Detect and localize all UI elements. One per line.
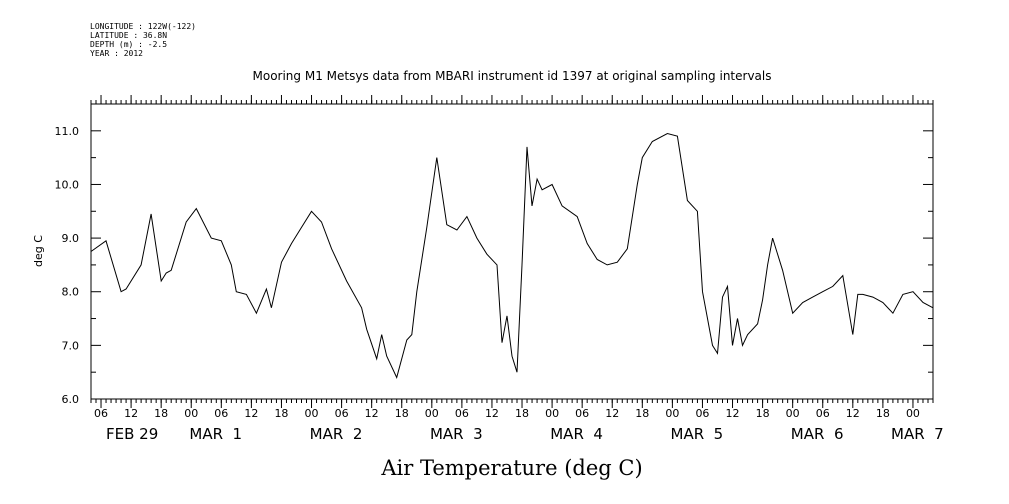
x-tick-label: 12 (605, 407, 619, 420)
y-tick-label: 6.0 (62, 393, 80, 406)
x-tick-label: 18 (395, 407, 409, 420)
x-tick-label: 06 (94, 407, 108, 420)
x-tick-label: 18 (876, 407, 890, 420)
chart-title: Mooring M1 Metsys data from MBARI instru… (253, 69, 772, 83)
x-date-label: MAR 1 (189, 425, 242, 443)
x-tick-label: 12 (124, 407, 138, 420)
metadata-line: YEAR : 2012 (90, 49, 143, 58)
x-date-labels: FEB 29 MAR 1 MAR 2 MAR 3 MAR 4 MAR 5 MAR 6 MAR … (106, 425, 944, 443)
x-tick-label: 00 (906, 407, 920, 420)
y-tick-label: 10.0 (55, 178, 80, 191)
x-tick-label: 06 (695, 407, 709, 420)
x-tick-label: 12 (485, 407, 499, 420)
x-tick-label: 00 (425, 407, 439, 420)
metadata-line: DEPTH (m) : -2.5 (90, 40, 167, 49)
x-hour-ticks: 06 12 18 00 06 12 18 00 06 12 18 00 06 12 18 00 06 12 18 00… (94, 95, 920, 420)
x-date-label: MAR 7 (891, 425, 944, 443)
y-tick-label: 8.0 (62, 286, 80, 299)
x-tick-label: 18 (635, 407, 649, 420)
metadata-line: LATITUDE : 36.8N (90, 31, 167, 40)
x-date-label: MAR 3 (430, 425, 483, 443)
y-axis-label: deg C (32, 235, 45, 267)
x-date-label: MAR 2 (310, 425, 363, 443)
x-tick-label: 18 (154, 407, 168, 420)
y-tick-label: 11.0 (55, 125, 80, 138)
x-tick-label: 12 (726, 407, 740, 420)
metadata-line: LONGITUDE : 122W(-122) (90, 22, 196, 31)
x-tick-label: 00 (786, 407, 800, 420)
x-tick-label: 06 (214, 407, 228, 420)
y-tick-label: 9.0 (62, 232, 80, 245)
x-tick-label: 12 (365, 407, 379, 420)
metadata-block: LONGITUDE : 122W(-122) LATITUDE : 36.8N … (90, 22, 196, 58)
x-tick-label: 06 (455, 407, 469, 420)
y-ticks: 6.0 7.0 8.0 9.0 10.0 11.0 (55, 103, 933, 406)
x-tick-label: 06 (335, 407, 349, 420)
x-tick-label: 06 (816, 407, 830, 420)
x-tick-label: 18 (515, 407, 529, 420)
x-tick-label: 12 (846, 407, 860, 420)
x-tick-label: 12 (244, 407, 258, 420)
x-tick-label: 18 (274, 407, 288, 420)
x-tick-label: 06 (575, 407, 589, 420)
x-date-label: FEB 29 (106, 425, 158, 443)
x-date-label: MAR 5 (671, 425, 724, 443)
x-date-label: MAR 6 (791, 425, 844, 443)
series-line-air-temperature (90, 132, 934, 379)
x-tick-label: 00 (545, 407, 559, 420)
y-tick-label: 7.0 (62, 339, 80, 352)
chart-caption: Air Temperature (deg C) (380, 456, 642, 480)
x-tick-label: 18 (756, 407, 770, 420)
x-tick-label: 00 (305, 407, 319, 420)
x-date-label: MAR 4 (550, 425, 603, 443)
x-tick-label: 00 (184, 407, 198, 420)
x-tick-label: 00 (665, 407, 679, 420)
